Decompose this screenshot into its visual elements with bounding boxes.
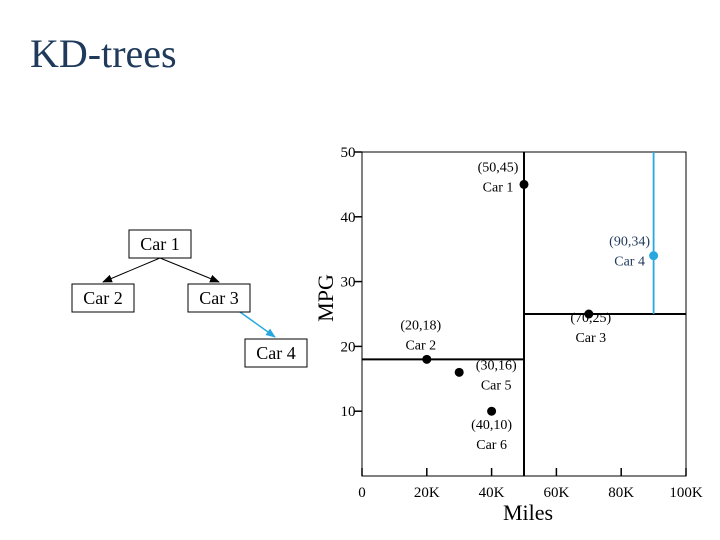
point-coord-label: (50,45) (478, 160, 519, 175)
point-coord-label: (20,18) (400, 318, 441, 333)
data-point-car-6: (40,10) Car 6 (471, 406, 512, 453)
data-point-car-5: (30,16) Car 5 (454, 358, 517, 393)
slide-title: KD-trees (30, 31, 177, 76)
point-marker (487, 406, 497, 416)
data-point-car-2: (20,18) Car 2 (400, 318, 442, 364)
tree-edge-car1-car2 (102, 257, 161, 283)
tree-node-car4: Car 4 (244, 338, 308, 368)
tree-edge-car1-car3 (159, 257, 220, 283)
x-axis-title: Miles (503, 500, 553, 525)
point-name-label: Car 3 (575, 331, 606, 346)
point-coord-label: (90,34) (609, 235, 650, 250)
point-coord-label: (70,25) (570, 311, 611, 326)
x-tick-label: 100K (669, 485, 703, 501)
x-tick-label: 20K (414, 485, 440, 501)
data-point-car-1: (50,45) Car 1 (478, 160, 529, 195)
x-tick-label: 0 (358, 485, 366, 501)
y-tick-label: 50 (341, 145, 356, 161)
y-tick-label: 20 (341, 339, 356, 355)
tree-node-label: Car 2 (83, 288, 123, 308)
x-tick-label: 60K (543, 485, 569, 501)
y-tick-label: 40 (341, 210, 356, 226)
point-marker (454, 367, 464, 377)
x-tick-label: 40K (479, 485, 505, 501)
point-marker (422, 354, 432, 364)
point-marker (584, 309, 594, 319)
data-point-car-4: (90,34) Car 4 (609, 235, 659, 270)
point-marker (649, 251, 659, 261)
tree-node-car3: Car 3 (187, 283, 251, 313)
y-tick-label: 10 (341, 404, 356, 420)
point-coord-label: (30,16) (476, 358, 517, 373)
tree-node-car1: Car 1 (128, 229, 192, 259)
y-tick-label: 30 (341, 275, 356, 291)
point-name-label: Car 4 (614, 255, 645, 270)
tree-node-car2: Car 2 (71, 283, 135, 313)
y-axis-title: MPG (313, 274, 338, 322)
tree-node-label: Car 4 (256, 343, 296, 363)
point-name-label: Car 2 (405, 338, 436, 353)
point-name-label: Car 5 (481, 378, 512, 393)
point-coord-label: (40,10) (471, 418, 512, 433)
point-name-label: Car 1 (483, 180, 514, 195)
tree-edge-car3-car4 (239, 311, 276, 338)
tree-node-label: Car 1 (140, 234, 180, 254)
point-marker (519, 179, 529, 189)
data-point-car-3: (70,25) Car 3 (570, 309, 612, 346)
point-name-label: Car 6 (476, 438, 507, 453)
tree-node-label: Car 3 (199, 288, 239, 308)
x-tick-label: 80K (608, 485, 634, 501)
